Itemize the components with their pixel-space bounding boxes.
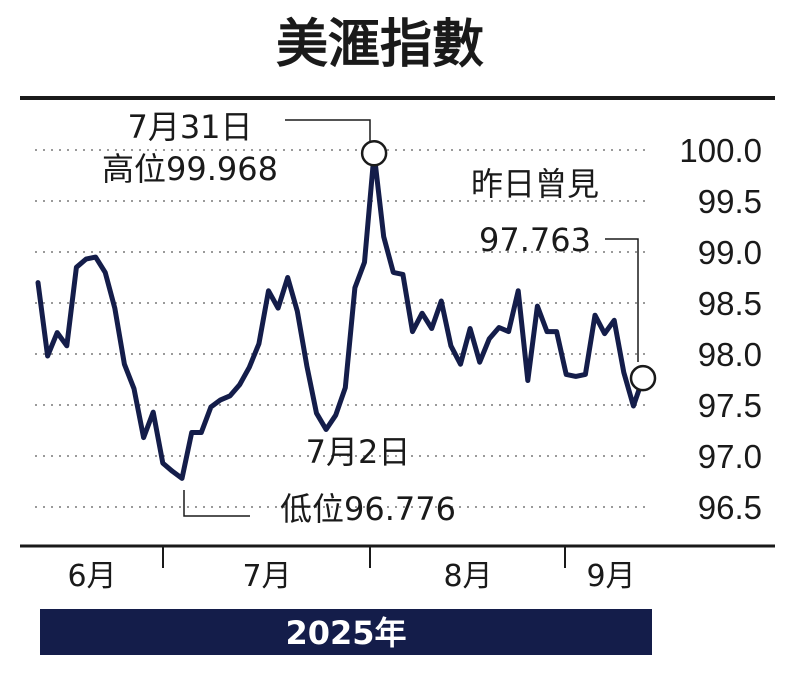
series-line xyxy=(35,150,646,481)
chart-title: 美滙指數 xyxy=(276,15,484,75)
series-layer xyxy=(35,150,646,481)
x-label-jun: 6月 xyxy=(67,559,116,594)
year-bar xyxy=(40,609,652,655)
y-tick-label: 100.0 xyxy=(679,132,762,169)
annotation-high-label: 高位99.968 xyxy=(102,150,278,188)
annotation-high-date: 7月31日 xyxy=(127,108,252,146)
y-tick-label: 96.5 xyxy=(698,489,762,526)
y-axis-ticks: 100.0 99.5 99.0 98.5 98.0 97.5 97.0 96.5 xyxy=(679,132,762,526)
annotation-low-date: 7月2日 xyxy=(306,433,411,471)
annotation-latest-label: 97.763 xyxy=(479,221,591,259)
leader-high xyxy=(285,119,371,143)
marker-latest xyxy=(629,364,657,392)
marker-high xyxy=(360,140,388,167)
y-tick-label: 99.0 xyxy=(698,234,762,271)
annotation-latest-date: 昨日曾見 xyxy=(471,165,599,203)
leader-low xyxy=(183,490,250,517)
y-tick-label: 99.5 xyxy=(698,183,762,220)
marker-layer xyxy=(360,140,657,392)
y-tick-label: 97.0 xyxy=(698,438,762,475)
gridlines xyxy=(35,149,650,508)
x-label-sep: 9月 xyxy=(586,559,635,594)
y-tick-label: 97.5 xyxy=(698,387,762,424)
y-tick-label: 98.0 xyxy=(698,336,762,373)
x-label-aug: 8月 xyxy=(443,559,492,594)
annotation-low-label: 低位96.776 xyxy=(280,490,456,528)
x-label-jul: 7月 xyxy=(242,559,291,594)
leader-latest xyxy=(605,238,639,362)
year-label: 2025年 xyxy=(285,614,406,652)
y-tick-label: 98.5 xyxy=(698,285,762,322)
